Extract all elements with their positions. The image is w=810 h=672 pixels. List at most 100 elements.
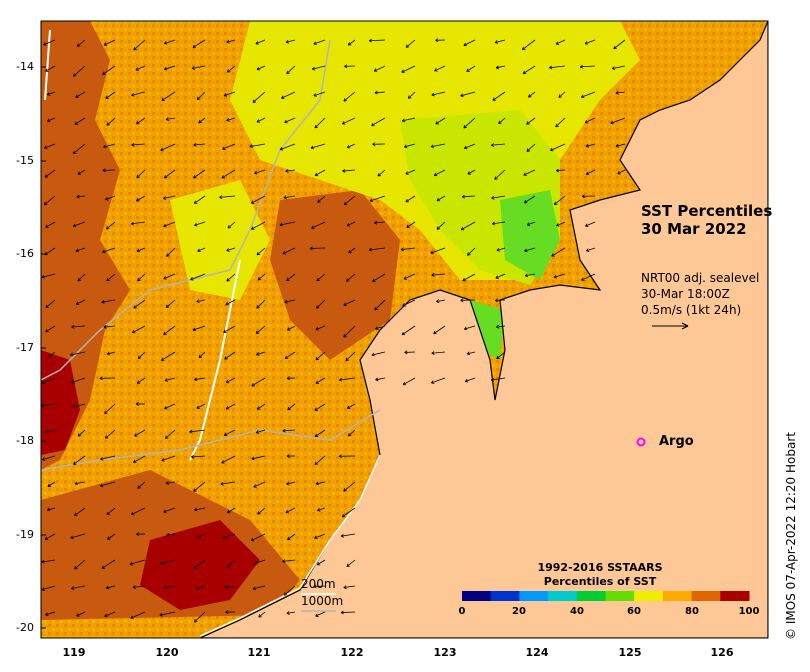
current-arrow-head (227, 69, 231, 73)
current-arrow-head (431, 380, 435, 384)
current-arrow-head (163, 585, 167, 590)
current-arrow-head (196, 535, 201, 539)
current-arrow (198, 351, 206, 359)
current-arrow (41, 377, 56, 384)
current-arrow (555, 39, 566, 45)
current-arrow-head (315, 613, 319, 617)
current-arrow-head (286, 70, 290, 75)
current-arrow-head (374, 306, 378, 311)
current-arrow-head (189, 429, 193, 434)
current-arrow (75, 247, 86, 252)
colorbar-tick: 20 (512, 606, 526, 617)
current-arrow (193, 481, 206, 492)
current-arrow-head (374, 90, 378, 95)
current-arrow (131, 143, 146, 146)
current-arrow (340, 611, 356, 613)
current-arrow-head (368, 247, 373, 252)
current-arrow (313, 585, 326, 588)
current-arrow-head (346, 405, 351, 409)
current-arrow (401, 247, 416, 251)
y-tick-label: -16 (16, 247, 34, 260)
current-arrow (375, 325, 386, 330)
current-arrow-head (401, 69, 405, 73)
x-tick-label: 125 (618, 646, 642, 659)
current-arrow-head (555, 168, 560, 173)
current-arrow (431, 351, 446, 354)
current-arrow-head (464, 378, 469, 383)
current-arrow (316, 299, 326, 309)
current-arrow-head (105, 585, 110, 590)
current-arrow-head (41, 587, 45, 591)
current-info-line3: 0.5m/s (1kt 24h) (641, 303, 742, 317)
current-arrow-head (224, 585, 228, 589)
current-arrow (617, 169, 626, 175)
current-arrow (44, 533, 56, 540)
current-arrow-head (406, 224, 410, 228)
current-arrow (250, 533, 266, 542)
x-tick-label: 120 (155, 646, 179, 659)
current-info-line2: 30-Mar 18:00Z (641, 287, 730, 301)
scale-label-200m: 200m (301, 577, 336, 591)
current-arrow (103, 325, 116, 328)
current-arrow (284, 351, 296, 359)
current-arrow (467, 247, 476, 256)
current-arrow (341, 507, 356, 518)
current-arrow-head (346, 563, 350, 567)
current-arrow-head (77, 277, 81, 282)
current-arrow-head (494, 298, 499, 303)
current-arrow-head (46, 507, 51, 512)
current-arrow-head (71, 380, 75, 384)
current-arrow-head (131, 142, 135, 147)
current-arrow (615, 91, 626, 94)
current-arrow-head (314, 535, 318, 540)
current-arrow-head (74, 566, 78, 570)
current-arrow (285, 39, 296, 43)
current-arrow-head (403, 276, 407, 280)
current-arrow-head (284, 119, 288, 124)
colorbar-swatch (576, 591, 606, 601)
current-arrow-head (192, 44, 196, 48)
current-arrow (74, 481, 86, 485)
current-arrow (104, 403, 116, 415)
current-arrow-head (133, 46, 137, 51)
current-arrow-head (42, 457, 46, 461)
current-arrow (197, 247, 206, 252)
current-arrow-head (433, 172, 438, 177)
current-arrow-head (132, 585, 136, 589)
argo-marker[interactable] (636, 437, 646, 447)
y-tick-label: -20 (16, 621, 34, 634)
current-arrow-head (286, 611, 290, 615)
current-arrow-head (104, 435, 109, 439)
current-arrow (76, 195, 86, 198)
current-arrow (314, 117, 326, 129)
colorbar-tick: 0 (458, 606, 466, 617)
current-arrow (76, 611, 86, 617)
current-arrow (106, 117, 116, 126)
current-arrow (196, 403, 206, 409)
current-arrow-head (100, 456, 104, 461)
y-tick-label: -19 (16, 528, 34, 541)
current-arrow-head (553, 274, 558, 279)
current-arrow (133, 299, 146, 309)
current-arrow-head (436, 197, 441, 202)
current-arrow-head (165, 304, 170, 308)
current-arrow (435, 117, 446, 125)
current-arrow-head (198, 119, 202, 124)
colorbar-title-line1: 1992-2016 SSTAARS (537, 561, 663, 574)
current-arrow (134, 429, 146, 437)
current-arrow-head (76, 43, 81, 47)
current-arrow (107, 533, 116, 540)
current-arrow (45, 611, 56, 616)
current-arrow (163, 507, 176, 513)
current-arrow-head (585, 223, 589, 227)
current-arrow (342, 169, 356, 172)
current-arrow-head (225, 301, 229, 306)
current-arrow (343, 91, 356, 102)
current-arrow-head (343, 585, 347, 590)
current-arrow (339, 377, 356, 381)
current-arrow (371, 351, 386, 356)
current-arrow-head (314, 407, 318, 411)
current-arrow-head (433, 330, 437, 335)
colorbar-title-line2: Percentiles of SST (543, 575, 657, 588)
